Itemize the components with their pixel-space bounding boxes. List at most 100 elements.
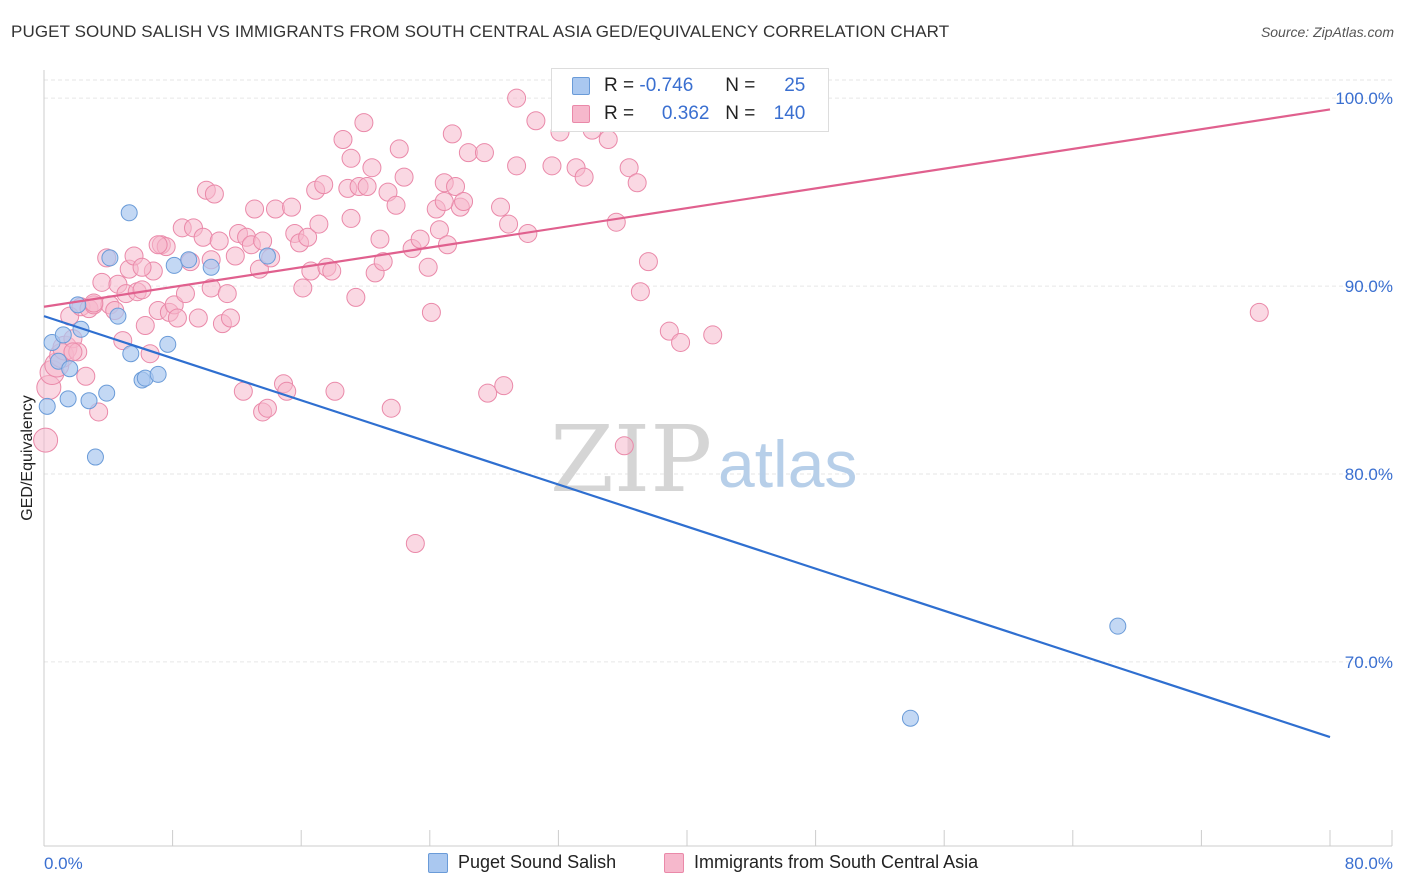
data-point-immigrants xyxy=(410,229,430,249)
data-point-salish xyxy=(122,345,140,363)
data-point-immigrants xyxy=(671,332,691,352)
data-point-immigrants xyxy=(659,321,679,341)
data-point-immigrants xyxy=(92,272,112,292)
data-point-immigrants xyxy=(429,220,449,240)
data-point-salish xyxy=(159,335,177,353)
data-point-immigrants xyxy=(175,284,195,304)
legend-r-label: R = xyxy=(604,103,635,124)
data-point-immigrants xyxy=(220,308,240,328)
data-point-salish xyxy=(901,709,919,727)
y-axis-label: GED/Equivalency xyxy=(19,395,36,520)
data-point-salish xyxy=(54,326,72,344)
legend-r-value: 0.362 xyxy=(661,103,710,124)
data-point-immigrants xyxy=(418,257,438,277)
data-point-immigrants xyxy=(333,130,353,150)
data-point-immigrants xyxy=(135,316,155,336)
data-point-salish xyxy=(165,256,183,274)
data-point-immigrants xyxy=(204,184,224,204)
data-point-immigrants xyxy=(619,158,639,178)
y-tick-label: 70.0% xyxy=(1345,653,1393,672)
legend-r-value: -0.746 xyxy=(639,75,694,96)
data-point-immigrants xyxy=(277,381,297,401)
data-point-immigrants xyxy=(188,308,208,328)
source-label: Source: ZipAtlas.com xyxy=(1260,24,1394,40)
data-point-immigrants xyxy=(381,398,401,418)
data-point-salish xyxy=(38,397,56,415)
data-point-salish xyxy=(1109,617,1127,635)
data-point-immigrants xyxy=(458,143,478,163)
data-point-immigrants xyxy=(499,214,519,234)
bottom-swatch-pink xyxy=(664,852,684,873)
legend-r-label: R = xyxy=(604,75,635,96)
watermark: ZIP atlas xyxy=(550,406,857,513)
data-point-salish xyxy=(149,365,167,383)
data-point-immigrants xyxy=(357,176,377,196)
data-point-immigrants xyxy=(282,197,302,217)
data-point-immigrants xyxy=(193,227,213,247)
data-point-salish xyxy=(61,360,79,378)
data-point-immigrants xyxy=(606,212,626,232)
data-point-immigrants xyxy=(442,124,462,144)
data-point-immigrants xyxy=(1249,302,1269,322)
trend-line-immigrants xyxy=(43,108,1331,308)
data-point-immigrants xyxy=(217,284,237,304)
y-tick-label: 90.0% xyxy=(1345,277,1393,296)
data-point-immigrants xyxy=(389,139,409,159)
data-point-immigrants xyxy=(370,229,390,249)
data-point-salish xyxy=(109,307,127,325)
data-point-immigrants xyxy=(386,195,406,215)
data-point-immigrants xyxy=(703,325,723,345)
data-point-immigrants xyxy=(76,366,96,386)
data-point-immigrants xyxy=(167,308,187,328)
legend-n-label: N = xyxy=(725,75,756,96)
x-tick-label: 0.0% xyxy=(44,854,83,873)
bottom-legend-salish: Puget Sound Salish xyxy=(428,852,616,873)
correlation-legend: R = -0.746 N = 25 R = 0.362 N = 140 xyxy=(551,68,829,132)
data-point-immigrants xyxy=(245,199,265,219)
data-point-immigrants xyxy=(614,436,634,456)
legend-swatch-blue xyxy=(572,77,590,95)
data-point-immigrants xyxy=(542,156,562,176)
data-point-immigrants xyxy=(148,235,168,255)
data-point-immigrants xyxy=(638,252,658,272)
data-point-immigrants xyxy=(474,143,494,163)
data-point-salish xyxy=(202,258,220,276)
data-point-immigrants xyxy=(405,533,425,553)
data-point-salish xyxy=(59,390,77,408)
axes xyxy=(43,70,1393,847)
trend-line-salish xyxy=(43,315,1331,739)
data-point-immigrants xyxy=(394,167,414,187)
data-point-immigrants xyxy=(434,192,454,212)
data-point-immigrants xyxy=(257,398,277,418)
data-point-immigrants xyxy=(454,192,474,212)
data-point-immigrants xyxy=(209,231,229,251)
data-point-immigrants xyxy=(346,287,366,307)
data-point-immigrants xyxy=(233,381,253,401)
bottom-legend-label: Immigrants from South Central Asia xyxy=(694,852,979,872)
data-point-immigrants xyxy=(491,197,511,217)
bottom-swatch-blue xyxy=(428,852,448,873)
data-point-salish xyxy=(101,249,119,267)
data-point-immigrants xyxy=(526,111,546,131)
data-point-salish xyxy=(69,296,87,314)
bottom-legend-immigrants: Immigrants from South Central Asia xyxy=(664,852,978,873)
data-point-immigrants xyxy=(265,199,285,219)
data-point-immigrants xyxy=(132,257,152,277)
data-point-immigrants xyxy=(253,231,273,251)
data-point-immigrants xyxy=(354,113,374,133)
data-point-immigrants xyxy=(630,282,650,302)
data-point-immigrants xyxy=(225,246,245,266)
data-point-immigrants xyxy=(494,376,514,396)
data-point-immigrants xyxy=(309,214,329,234)
legend-row-immigrants: R = 0.362 N = 140 xyxy=(572,101,805,127)
watermark-atlas: atlas xyxy=(718,427,857,501)
data-point-salish xyxy=(98,384,116,402)
data-point-salish xyxy=(120,204,138,222)
legend-n-label: N = xyxy=(725,103,756,124)
data-point-immigrants xyxy=(598,130,618,150)
grid-lines xyxy=(44,79,1392,663)
tick-labels: 70.0% 80.0% 90.0% 100.0% 0.0% 80.0% xyxy=(44,89,1393,873)
chart-title: PUGET SOUND SALISH VS IMMIGRANTS FROM SO… xyxy=(11,22,950,41)
data-point-immigrants xyxy=(293,278,313,298)
